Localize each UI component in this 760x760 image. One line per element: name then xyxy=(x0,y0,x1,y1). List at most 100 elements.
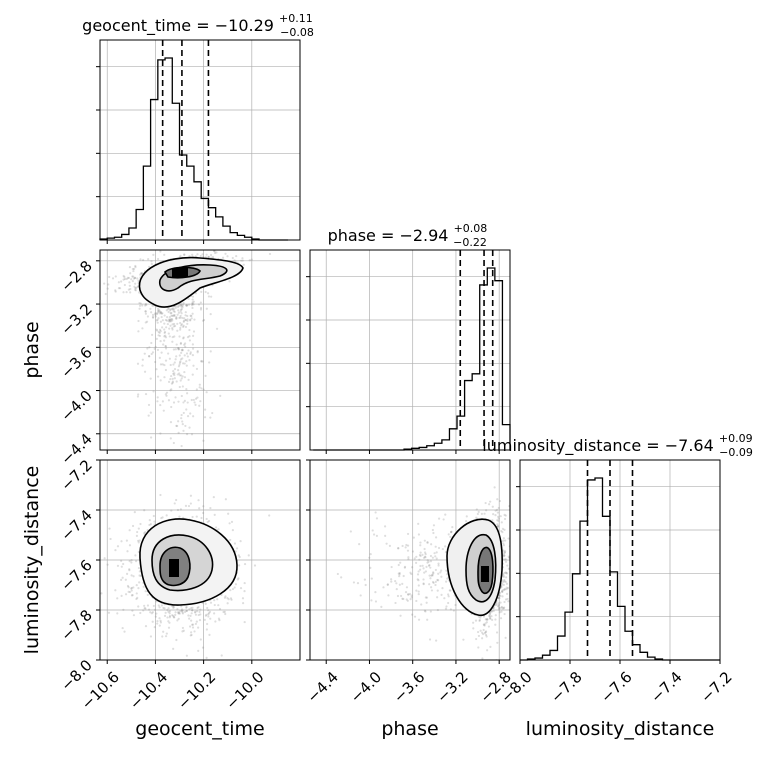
ytick-label-luminosity_distance: −7.4 xyxy=(57,506,95,544)
sample-point xyxy=(171,614,174,617)
sample-point xyxy=(402,597,405,601)
sample-point xyxy=(202,318,206,322)
sample-point xyxy=(160,351,163,354)
sample-point xyxy=(503,554,506,557)
sample-point xyxy=(430,543,433,546)
sample-point xyxy=(486,617,489,621)
sample-point xyxy=(149,523,152,526)
sample-point xyxy=(369,566,372,569)
sample-point xyxy=(139,522,142,526)
sample-point xyxy=(172,310,175,313)
sample-point xyxy=(130,587,133,590)
sample-point xyxy=(183,362,186,365)
sample-point xyxy=(167,245,169,247)
sample-point xyxy=(143,352,146,355)
sample-point xyxy=(172,325,175,328)
sample-point xyxy=(503,572,506,575)
sample-point xyxy=(490,615,493,618)
sample-point xyxy=(163,330,167,334)
sample-point xyxy=(162,409,165,412)
sample-point xyxy=(496,523,499,526)
sample-point xyxy=(189,352,192,355)
sample-point xyxy=(430,586,433,589)
sample-point xyxy=(148,519,151,522)
sample-point xyxy=(496,641,499,644)
sample-point xyxy=(240,259,243,262)
sample-point xyxy=(482,623,485,626)
sample-point xyxy=(158,308,161,312)
sample-point xyxy=(181,303,185,306)
sample-point xyxy=(171,335,174,339)
sample-point xyxy=(155,319,158,322)
sample-point xyxy=(495,508,499,511)
sample-point xyxy=(437,564,440,567)
sample-point xyxy=(416,573,420,576)
sample-point xyxy=(477,646,480,649)
sample-point xyxy=(177,420,180,423)
sample-point xyxy=(159,493,162,497)
sample-point xyxy=(511,604,513,606)
sample-point xyxy=(398,571,401,575)
ytick-label-phase: −3.6 xyxy=(57,343,95,381)
title-phase-main: phase = −2.94 xyxy=(328,226,449,245)
sample-point xyxy=(406,549,410,552)
sample-point xyxy=(501,607,504,610)
sample-point xyxy=(231,529,234,532)
sample-point xyxy=(158,312,162,315)
sample-point xyxy=(147,354,151,358)
sample-point xyxy=(475,516,478,519)
sample-point xyxy=(144,392,148,396)
sample-point xyxy=(167,307,170,310)
hist-frame-geocent_time xyxy=(99,39,301,241)
sample-point xyxy=(132,586,135,589)
scatter-panel-phase-luminosity_distance: −4.4 −4.0 −3.6 −3.2 −2.8 xyxy=(303,459,515,707)
sample-point xyxy=(173,314,176,318)
sample-point xyxy=(495,603,498,606)
sample-point xyxy=(170,318,174,321)
density-peak xyxy=(172,268,188,277)
sample-point xyxy=(502,539,505,542)
sample-point xyxy=(476,630,480,634)
sample-point xyxy=(174,348,177,351)
sample-point xyxy=(202,505,205,508)
sample-point xyxy=(502,580,505,583)
sample-point xyxy=(435,557,438,560)
sample-point xyxy=(174,358,177,361)
sample-point xyxy=(192,415,195,418)
sample-point xyxy=(139,574,142,578)
sample-point xyxy=(499,594,502,597)
sample-point xyxy=(212,496,215,499)
sample-point xyxy=(144,321,147,324)
sample-point xyxy=(206,292,210,295)
sample-point xyxy=(239,587,243,590)
sample-point xyxy=(207,519,211,523)
sample-point xyxy=(107,283,110,286)
sample-point xyxy=(449,535,452,539)
sample-point xyxy=(226,602,229,605)
sample-point xyxy=(398,573,401,576)
sample-point xyxy=(142,585,145,588)
scatter-panel-geocent_time-phase: −4.4−4.0−3.6−3.2−2.8 xyxy=(57,245,301,468)
sample-point xyxy=(144,530,147,534)
sample-point xyxy=(217,617,221,620)
sample-point xyxy=(188,245,190,247)
sample-point xyxy=(183,343,186,346)
sample-point xyxy=(116,612,119,615)
sample-point xyxy=(191,301,194,304)
sample-point xyxy=(432,571,435,574)
sample-point xyxy=(166,316,169,319)
sample-point xyxy=(177,347,180,350)
sample-point xyxy=(222,610,225,614)
sample-point xyxy=(433,552,436,555)
sample-point xyxy=(488,615,492,618)
sample-point xyxy=(504,580,507,583)
sample-point xyxy=(164,368,168,372)
sample-point xyxy=(231,587,235,591)
sample-point xyxy=(212,250,216,253)
sample-point xyxy=(168,610,172,613)
sample-point xyxy=(236,578,239,581)
xtick-label-phase: −4.0 xyxy=(347,668,385,706)
sample-point xyxy=(417,590,420,593)
sample-point xyxy=(181,626,185,630)
sample-point xyxy=(186,318,189,321)
